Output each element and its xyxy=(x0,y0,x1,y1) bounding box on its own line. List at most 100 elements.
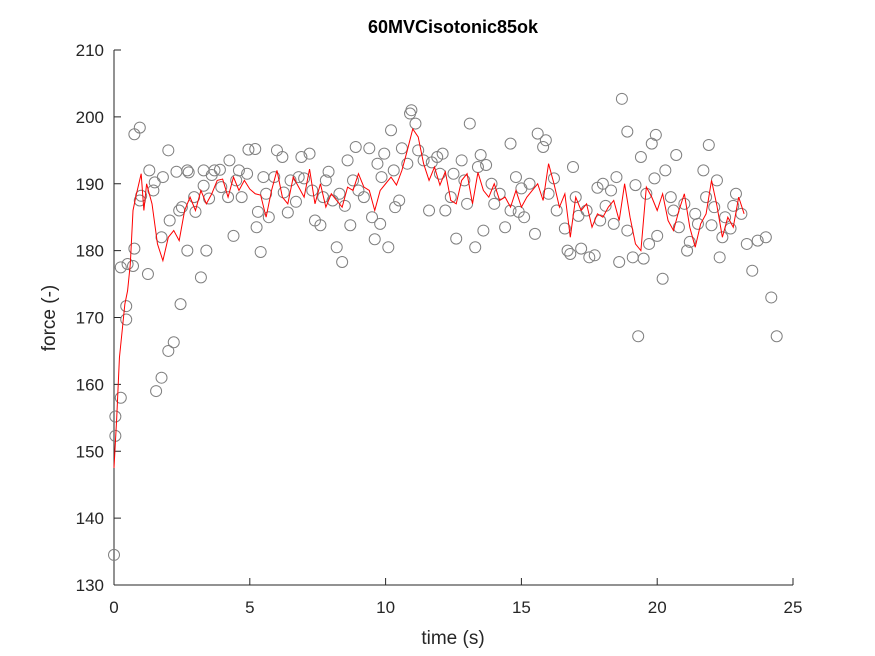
data-point xyxy=(215,181,228,194)
data-point xyxy=(120,300,133,313)
data-point xyxy=(366,211,379,224)
data-point xyxy=(518,211,531,224)
data-point xyxy=(708,201,721,214)
data-point xyxy=(683,235,696,248)
data-point xyxy=(344,219,357,232)
x-tick-label: 15 xyxy=(512,598,531,617)
data-point xyxy=(463,117,476,130)
data-point xyxy=(262,211,275,224)
data-point xyxy=(401,157,414,170)
data-point xyxy=(250,221,263,234)
data-point xyxy=(613,255,626,268)
data-point xyxy=(504,204,517,217)
data-point xyxy=(564,247,577,260)
data-point xyxy=(705,219,718,232)
data-point xyxy=(203,192,216,205)
data-point xyxy=(114,391,127,404)
data-point xyxy=(254,245,267,258)
data-point xyxy=(672,221,685,234)
data-point xyxy=(347,174,360,187)
data-point xyxy=(181,164,194,177)
data-point xyxy=(141,268,154,281)
data-point xyxy=(314,219,327,232)
data-point xyxy=(509,171,522,184)
data-point xyxy=(330,241,343,254)
data-point xyxy=(232,164,245,177)
data-point xyxy=(607,217,620,230)
data-point xyxy=(770,330,783,343)
data-point xyxy=(588,249,601,262)
data-line xyxy=(113,127,745,468)
data-point xyxy=(174,298,187,311)
data-point xyxy=(162,344,175,357)
data-point xyxy=(368,233,381,246)
x-tick-label: 25 xyxy=(784,598,803,617)
data-point xyxy=(155,231,168,244)
data-point xyxy=(251,205,264,218)
data-point xyxy=(338,199,351,212)
data-point xyxy=(393,194,406,207)
data-point xyxy=(276,151,289,163)
y-tick-label: 170 xyxy=(76,309,104,328)
data-point xyxy=(213,163,226,176)
data-point xyxy=(678,197,691,210)
data-point xyxy=(480,159,493,172)
data-point xyxy=(349,140,362,153)
data-point xyxy=(189,205,202,218)
data-point xyxy=(759,231,772,244)
data-point xyxy=(162,144,175,157)
data-point xyxy=(697,164,710,177)
data-point xyxy=(740,237,753,250)
data-point xyxy=(114,261,127,274)
data-point xyxy=(281,206,294,219)
y-tick-label: 130 xyxy=(76,576,104,595)
data-point xyxy=(357,191,370,204)
data-point xyxy=(412,144,425,157)
data-point xyxy=(260,187,273,200)
data-point xyxy=(188,191,201,204)
data-point xyxy=(200,244,213,257)
data-point xyxy=(143,164,156,177)
y-tick-label: 190 xyxy=(76,175,104,194)
data-point xyxy=(242,143,255,156)
data-point xyxy=(610,171,623,184)
data-point xyxy=(447,167,460,180)
data-point xyxy=(295,151,308,163)
data-point xyxy=(227,229,240,242)
data-point xyxy=(375,171,388,184)
y-axis-label: force (-) xyxy=(39,285,60,352)
data-point xyxy=(629,179,642,192)
data-point xyxy=(469,241,482,254)
data-point xyxy=(363,142,376,155)
y-tick-label: 140 xyxy=(76,509,104,528)
data-point xyxy=(120,313,133,326)
data-point xyxy=(702,138,715,151)
data-point xyxy=(531,127,544,140)
data-point xyxy=(298,172,311,185)
data-point xyxy=(249,142,262,155)
data-point xyxy=(637,252,650,265)
data-point xyxy=(194,271,207,284)
data-point xyxy=(558,222,571,235)
data-point xyxy=(615,92,628,105)
data-point xyxy=(319,174,332,187)
data-point xyxy=(241,167,254,180)
data-point xyxy=(181,244,194,257)
data-point xyxy=(208,164,221,177)
data-point xyxy=(155,371,168,384)
data-point xyxy=(387,164,400,177)
data-point xyxy=(474,148,487,161)
data-point xyxy=(649,128,662,141)
data-point xyxy=(108,548,120,561)
data-point xyxy=(333,187,346,200)
data-point xyxy=(163,214,176,227)
data-point xyxy=(284,174,297,187)
data-point xyxy=(417,154,430,167)
data-point xyxy=(488,197,501,210)
data-point xyxy=(643,237,656,250)
data-point xyxy=(455,154,468,167)
y-tick-label: 200 xyxy=(76,108,104,127)
data-point xyxy=(336,255,349,268)
